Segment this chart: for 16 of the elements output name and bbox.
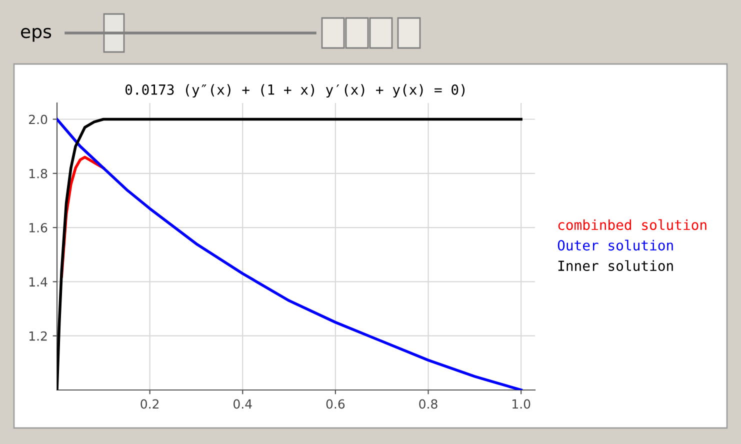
y-tick-label: 2.0 [29, 114, 48, 124]
x-tick-label: 0.4 [234, 399, 252, 409]
y-tick-label: 1.4 [29, 277, 48, 286]
chart-title: 0.0173 (y″(x) + (1 + x) y′(x) + y(x) = 0) [125, 84, 465, 98]
x-tick-label: 0.8 [419, 399, 438, 409]
text: Outer solution [558, 240, 673, 251]
text: combinbed solution [558, 219, 706, 230]
text: Inner solution [558, 260, 673, 272]
y-tick-label: 1.2 [29, 331, 47, 341]
x-tick-label: 1.0 [512, 399, 530, 409]
x-tick-label: 0.2 [140, 399, 159, 409]
y-tick-label: 1.6 [29, 223, 48, 232]
x-tick-label: 0.6 [326, 399, 345, 409]
y-tick-label: 1.8 [29, 168, 48, 178]
text: eps [20, 28, 52, 42]
line-series [57, 118, 522, 390]
